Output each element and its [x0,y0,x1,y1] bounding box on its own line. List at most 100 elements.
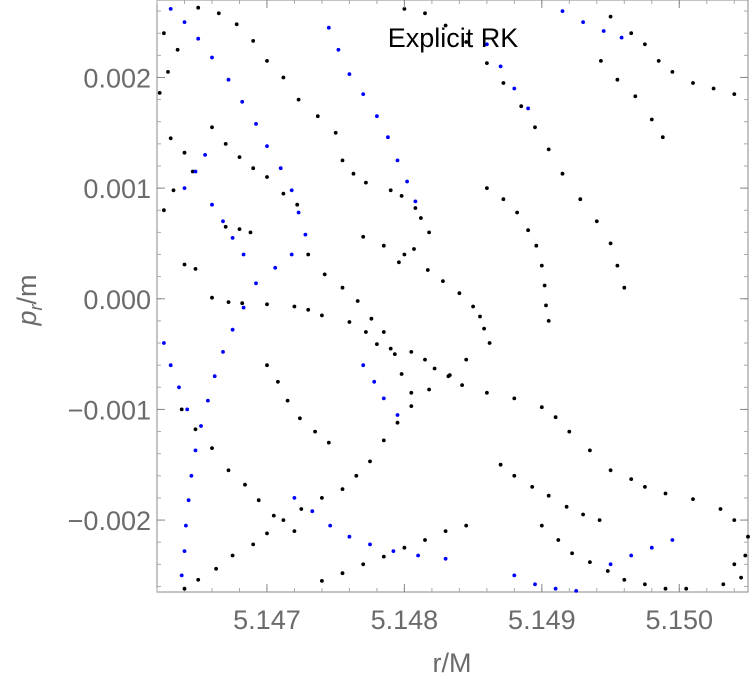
data-point [226,468,231,473]
data-point [265,144,269,149]
data-point [423,538,427,542]
x-tick-label: 5.149 [508,605,576,635]
data-point [182,186,187,191]
data-point [746,534,750,539]
data-point [372,379,377,384]
data-point [186,498,191,503]
data-point [303,232,308,237]
data-point [656,59,661,63]
data-point [230,327,235,332]
data-point [732,92,737,96]
data-point [175,47,180,52]
data-point [739,575,743,580]
data-point [471,304,475,309]
data-point [162,341,166,345]
data-point [226,77,231,82]
data-point [281,518,286,522]
data-point [485,42,489,47]
data-point [320,579,324,583]
data-point [599,59,603,63]
data-point [193,267,198,271]
data-point [405,179,409,184]
data-point [381,243,386,248]
data-point [212,374,217,379]
data-point [416,553,420,558]
data-point [534,243,539,248]
data-point [519,104,524,109]
data-point [315,114,320,119]
y-axis-label: pr/m [12,274,46,326]
data-point [581,20,585,24]
data-point [171,188,176,193]
data-point [361,92,366,96]
data-point [392,352,397,356]
y-tick-label: −0.002 [68,506,151,536]
data-point [381,554,386,559]
data-point [402,6,407,11]
data-point [166,70,170,74]
data-point [395,420,400,425]
data-point [721,582,726,587]
data-point [162,208,166,213]
data-point [240,301,245,306]
data-point [265,363,269,368]
data-point [182,150,187,155]
y-axis-label-main: p [12,310,42,326]
data-point [281,191,286,196]
data-point [615,263,620,268]
data-point [368,542,372,547]
data-point [530,485,535,489]
data-point [369,316,374,321]
data-point [206,398,210,403]
data-point [168,136,173,141]
data-point [619,35,624,40]
data-point [409,404,414,408]
data-point [281,75,286,80]
data-point [391,549,396,553]
data-point [340,571,345,576]
data-point [184,523,188,528]
data-point [182,262,187,267]
data-point [223,142,228,146]
data-point [361,562,366,567]
data-point [278,166,283,171]
data-point [432,366,437,371]
data-point [670,538,675,542]
data-point [285,398,290,403]
data-point [193,169,198,174]
data-point [182,549,187,553]
data-point [567,429,572,434]
data-point [196,577,201,582]
y-tick-label: 0.001 [83,174,151,204]
data-point [347,320,352,324]
data-point [501,197,506,202]
data-point [177,385,181,390]
x-tick-label: 5.150 [645,605,713,635]
data-point [256,498,261,503]
data-point [157,91,162,95]
data-point [608,562,613,567]
data-point [395,413,400,417]
data-point [254,122,258,126]
data-point [340,158,345,163]
data-point [306,307,311,312]
data-point [210,202,214,207]
data-point [643,42,647,47]
data-point [533,125,537,130]
data-point [441,279,445,283]
data-point [423,357,427,362]
data-point [399,372,404,376]
y-axis-label-tail: /m [12,274,42,304]
data-point [691,81,695,85]
data-point [271,513,276,518]
data-point [168,363,173,368]
data-point [553,586,558,591]
data-point [296,97,301,102]
data-point [487,341,492,345]
y-tick-label: −0.001 [68,395,151,425]
data-point [182,586,187,591]
data-point [629,553,634,558]
data-point [556,538,561,542]
data-point [322,272,327,277]
